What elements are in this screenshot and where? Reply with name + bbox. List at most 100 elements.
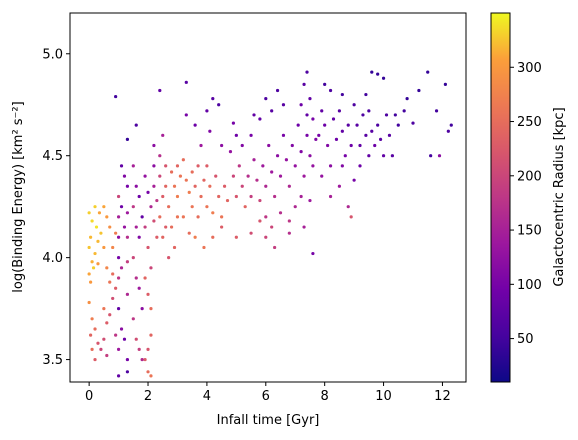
data-point: [187, 190, 191, 195]
data-point: [149, 307, 153, 311]
data-point: [152, 143, 156, 148]
data-point: [158, 215, 162, 219]
data-point: [278, 211, 283, 215]
data-point: [340, 129, 344, 133]
y-tick-label: 3.5: [42, 353, 63, 368]
data-point: [437, 154, 442, 158]
data-point: [152, 164, 156, 168]
data-point: [137, 194, 141, 199]
data-point: [175, 194, 180, 199]
data-point: [155, 198, 159, 203]
data-point: [217, 194, 221, 199]
y-tick-label: 4.5: [42, 149, 63, 164]
data-point: [140, 307, 144, 311]
data-point: [158, 174, 162, 178]
data-point: [205, 164, 209, 168]
data-point: [152, 184, 156, 188]
y-axis-label: log(Binding Energy) [km² s⁻²]: [11, 101, 26, 292]
data-point: [134, 276, 138, 280]
data-point: [184, 178, 188, 182]
y-tick-label: 5.0: [42, 47, 63, 62]
data-point: [352, 178, 356, 182]
data-point: [237, 164, 241, 168]
data-point: [149, 266, 153, 270]
data-point: [131, 164, 135, 168]
colorbar-tick-label: 200: [517, 169, 542, 184]
data-point: [99, 231, 103, 235]
data-point: [114, 94, 118, 99]
data-point: [149, 205, 153, 209]
data-point: [161, 235, 165, 239]
data-point: [275, 154, 280, 158]
data-point: [302, 225, 306, 229]
data-point: [267, 143, 271, 148]
data-point: [125, 211, 130, 215]
data-point: [175, 164, 180, 168]
data-point: [252, 113, 256, 117]
data-point: [364, 133, 368, 137]
data-point: [278, 174, 283, 178]
data-point: [184, 113, 188, 117]
data-point: [281, 133, 286, 137]
data-point: [178, 174, 183, 178]
colorbar: [490, 12, 511, 383]
data-point: [211, 211, 215, 215]
data-point: [373, 143, 377, 148]
data-point: [396, 123, 400, 127]
data-point: [402, 109, 406, 113]
data-point: [258, 198, 262, 203]
data-point: [140, 357, 144, 362]
data-point: [89, 333, 93, 337]
data-point: [164, 225, 168, 229]
data-point: [287, 184, 291, 188]
data-point: [249, 194, 253, 199]
data-point: [152, 219, 156, 223]
data-point: [114, 333, 118, 337]
data-point: [220, 143, 224, 148]
data-point: [311, 164, 315, 168]
data-point: [125, 137, 130, 141]
x-axis-ticks: 0 2 4 6 8 10 12: [85, 382, 451, 404]
data-point: [196, 164, 200, 168]
data-point: [384, 113, 389, 117]
data-point: [305, 70, 309, 74]
data-point: [90, 260, 94, 264]
data-point: [125, 184, 130, 188]
data-point: [137, 286, 141, 290]
data-point: [187, 231, 191, 235]
data-point: [358, 143, 362, 148]
data-point: [143, 276, 147, 280]
data-point: [89, 235, 93, 239]
data-point: [284, 158, 289, 162]
data-point: [146, 190, 150, 195]
data-point: [205, 109, 209, 113]
y-tick-label: 4.0: [42, 251, 63, 266]
data-point: [202, 178, 206, 182]
data-point: [143, 357, 147, 362]
data-point: [105, 321, 109, 325]
plot-frame: [69, 12, 467, 383]
data-point: [449, 123, 453, 127]
x-tick-label: 8: [321, 389, 329, 404]
colorbar-tick-label: 100: [517, 278, 542, 293]
data-point: [240, 143, 244, 148]
data-point: [411, 121, 415, 125]
data-point: [314, 137, 318, 141]
data-point: [311, 251, 315, 256]
data-point: [234, 235, 238, 239]
data-point: [131, 256, 135, 260]
data-point: [214, 174, 218, 178]
data-point: [370, 70, 374, 74]
data-point: [93, 357, 97, 362]
data-point: [93, 205, 97, 209]
data-point: [270, 170, 274, 174]
data-point: [273, 194, 277, 199]
data-point: [349, 143, 353, 148]
data-point: [143, 174, 147, 178]
data-point: [249, 231, 253, 235]
data-point: [116, 235, 121, 239]
data-point: [429, 154, 433, 158]
data-point: [323, 82, 327, 86]
data-point: [270, 109, 274, 113]
data-point: [181, 158, 185, 162]
